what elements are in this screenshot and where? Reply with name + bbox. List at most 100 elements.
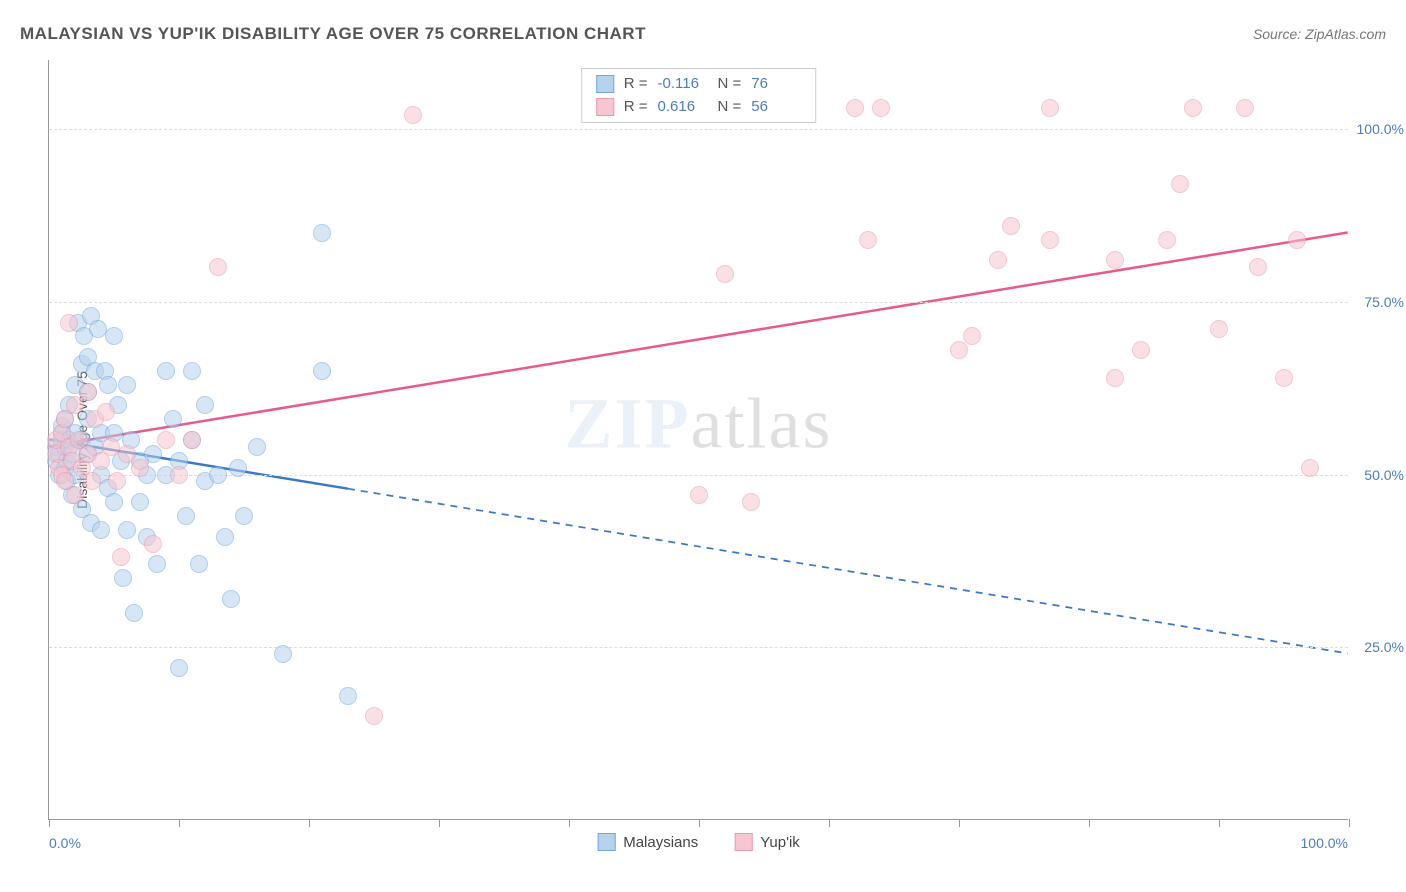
data-point — [963, 327, 981, 345]
legend-item: Malaysians — [597, 833, 698, 851]
data-point — [1041, 99, 1059, 117]
stat-r-value: 0.616 — [658, 96, 708, 119]
x-tick — [699, 819, 700, 827]
stats-row: R = -0.116 N = 76 — [596, 73, 802, 96]
source-label: Source: ZipAtlas.com — [1253, 26, 1386, 42]
data-point — [1106, 251, 1124, 269]
data-point — [66, 486, 84, 504]
data-point — [105, 493, 123, 511]
data-point — [79, 383, 97, 401]
data-point — [66, 396, 84, 414]
x-tick — [309, 819, 310, 827]
data-point — [164, 410, 182, 428]
data-point — [144, 445, 162, 463]
data-point — [1275, 369, 1293, 387]
data-point — [97, 403, 115, 421]
data-point — [105, 327, 123, 345]
gridline — [49, 475, 1348, 476]
data-point — [365, 707, 383, 725]
data-point — [99, 376, 117, 394]
x-tick — [959, 819, 960, 827]
stat-r-label: R = — [624, 73, 648, 96]
data-point — [1106, 369, 1124, 387]
y-tick-label: 25.0% — [1364, 639, 1404, 655]
legend-swatch — [597, 833, 615, 851]
trend-line-dashed — [348, 489, 1348, 654]
legend-swatch — [734, 833, 752, 851]
data-point — [118, 521, 136, 539]
data-point — [1249, 258, 1267, 276]
scatter-plot: Disability Age Over 75 ZIPatlas R = -0.1… — [48, 60, 1348, 820]
data-point — [248, 438, 266, 456]
stats-row: R = 0.616N = 56 — [596, 96, 802, 119]
data-point — [742, 493, 760, 511]
data-point — [846, 99, 864, 117]
data-point — [148, 555, 166, 573]
chart-title: MALAYSIAN VS YUP'IK DISABILITY AGE OVER … — [20, 24, 646, 44]
data-point — [229, 459, 247, 477]
data-point — [118, 376, 136, 394]
title-bar: MALAYSIAN VS YUP'IK DISABILITY AGE OVER … — [20, 24, 1386, 44]
data-point — [313, 362, 331, 380]
data-point — [1132, 341, 1150, 359]
data-point — [339, 687, 357, 705]
data-point — [83, 472, 101, 490]
data-point — [222, 590, 240, 608]
gridline — [49, 302, 1348, 303]
data-point — [1288, 231, 1306, 249]
data-point — [131, 459, 149, 477]
watermark-light: atlas — [691, 384, 833, 464]
data-point — [157, 431, 175, 449]
y-tick-label: 75.0% — [1364, 294, 1404, 310]
x-tick — [569, 819, 570, 827]
legend-swatch — [596, 98, 614, 116]
data-point — [404, 106, 422, 124]
data-point — [1158, 231, 1176, 249]
trend-lines — [49, 60, 1348, 819]
data-point — [183, 431, 201, 449]
stat-n-value: 76 — [751, 73, 801, 96]
data-point — [170, 659, 188, 677]
data-point — [989, 251, 1007, 269]
legend-label: Malaysians — [623, 834, 698, 851]
data-point — [92, 521, 110, 539]
data-point — [209, 258, 227, 276]
data-point — [1002, 217, 1020, 235]
stat-r-value: -0.116 — [658, 73, 708, 96]
data-point — [108, 472, 126, 490]
data-point — [190, 555, 208, 573]
data-point — [157, 362, 175, 380]
data-point — [274, 645, 292, 663]
x-tick — [829, 819, 830, 827]
data-point — [690, 486, 708, 504]
legend-swatch — [596, 75, 614, 93]
data-point — [216, 528, 234, 546]
trend-line-solid — [49, 233, 1347, 447]
x-tick — [49, 819, 50, 827]
x-tick — [1219, 819, 1220, 827]
data-point — [1210, 320, 1228, 338]
stat-n-value: 56 — [751, 96, 801, 119]
data-point — [112, 548, 130, 566]
y-tick-label: 50.0% — [1364, 467, 1404, 483]
watermark: ZIPatlas — [565, 383, 833, 466]
data-point — [716, 265, 734, 283]
x-axis-min-label: 0.0% — [49, 835, 81, 851]
data-point — [114, 569, 132, 587]
data-point — [872, 99, 890, 117]
data-point — [235, 507, 253, 525]
data-point — [60, 314, 78, 332]
legend-label: Yup'ik — [760, 834, 800, 851]
data-point — [1236, 99, 1254, 117]
x-axis-max-label: 100.0% — [1301, 835, 1348, 851]
data-point — [859, 231, 877, 249]
data-point — [209, 466, 227, 484]
data-point — [183, 362, 201, 380]
data-point — [170, 466, 188, 484]
x-tick — [1089, 819, 1090, 827]
data-point — [144, 535, 162, 553]
watermark-bold: ZIP — [565, 384, 691, 464]
data-point — [1184, 99, 1202, 117]
x-tick — [1349, 819, 1350, 827]
stat-n-label: N = — [718, 73, 742, 96]
